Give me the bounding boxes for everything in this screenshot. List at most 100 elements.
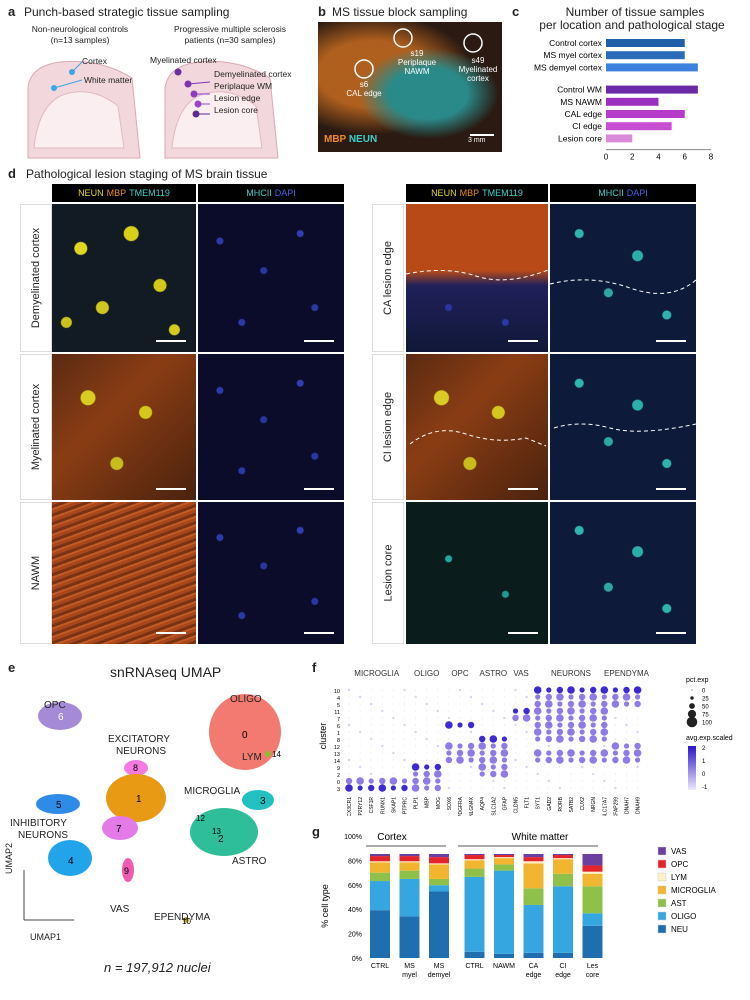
category-label: MS NAWM	[560, 97, 602, 107]
dot	[567, 728, 575, 736]
dot	[535, 715, 541, 721]
dot	[381, 731, 383, 733]
stack-segment	[399, 854, 420, 857]
svg-text:3: 3	[260, 796, 266, 807]
dot	[404, 703, 405, 705]
dot	[411, 763, 420, 771]
dot	[426, 717, 428, 719]
stack-segment	[370, 862, 390, 873]
dot	[481, 710, 483, 712]
dot	[392, 745, 394, 747]
dot	[403, 758, 406, 762]
dot	[437, 696, 439, 698]
dot	[603, 773, 605, 775]
dot	[556, 749, 564, 757]
legend-avg-label: -1	[702, 785, 708, 791]
dot	[526, 689, 528, 691]
stack-segment	[553, 952, 573, 958]
dot	[358, 695, 362, 699]
stack-segment	[582, 913, 603, 926]
label-excitatory-2: NEURONS	[116, 746, 167, 757]
category-label: Control cortex	[549, 38, 603, 48]
dot	[370, 731, 372, 733]
dot	[590, 686, 597, 694]
dot	[348, 703, 350, 705]
dot	[381, 689, 383, 691]
stack-segment	[399, 870, 420, 879]
dot	[546, 708, 552, 714]
label-lesion-core: Lesion core	[214, 105, 258, 115]
dot	[467, 742, 475, 750]
dot	[526, 787, 528, 789]
dot	[622, 756, 631, 764]
dot	[459, 710, 461, 712]
dot	[390, 785, 396, 791]
dot	[425, 702, 428, 706]
dot	[515, 773, 516, 775]
stack-segment	[582, 854, 603, 866]
legend-pct-title: pct.exp	[686, 677, 709, 684]
dot	[545, 700, 553, 708]
micrograph-nawm-neun	[52, 502, 196, 644]
dot	[600, 749, 609, 757]
dot	[545, 756, 552, 764]
dot	[559, 766, 561, 768]
dot	[435, 778, 441, 784]
legend-swatch	[657, 872, 667, 882]
stain-header-right-1: NEUN MBP TMEM119	[406, 184, 548, 202]
label-excitatory: EXCITATORY	[108, 734, 171, 745]
site-s19: s19 Periplaque NAWM	[397, 49, 437, 76]
row-label-ci-lesion-edge: CI lesion edge	[372, 354, 404, 500]
svg-text:13: 13	[212, 827, 221, 836]
dot	[603, 766, 605, 768]
cluster-label: 14	[334, 759, 340, 765]
dot	[535, 757, 541, 763]
stack-segment	[523, 861, 544, 864]
legend-swatch	[657, 898, 667, 908]
dot	[358, 730, 362, 734]
dot	[426, 710, 428, 712]
dot	[614, 731, 616, 733]
dot	[357, 785, 363, 791]
dot	[347, 688, 351, 692]
stack-segment	[523, 863, 544, 889]
cluster-label: 6	[337, 724, 340, 730]
dot	[567, 749, 575, 757]
cluster-label: 2	[337, 773, 340, 779]
label-inhibitory: INHIBITORY	[10, 818, 67, 829]
dot	[424, 785, 430, 791]
cluster-label: 11	[334, 710, 340, 716]
dot	[512, 708, 519, 714]
dot	[581, 780, 583, 782]
dot	[601, 757, 607, 763]
dot	[426, 696, 428, 698]
dot	[426, 731, 428, 733]
dot	[448, 731, 450, 733]
dot	[370, 724, 372, 726]
micrograph-ci-edge-neun	[406, 354, 548, 500]
dot	[492, 779, 495, 783]
row-label-lesion-core: Lesion core	[372, 502, 404, 644]
dot	[601, 715, 607, 721]
dot	[481, 731, 483, 733]
svg-text:12: 12	[196, 814, 205, 823]
stack-segment	[399, 862, 420, 871]
dot	[437, 689, 439, 691]
stack-segment	[429, 864, 449, 879]
site-s6: s6 CAL edge	[346, 80, 382, 98]
dot	[503, 696, 505, 698]
legend-label: NEU	[671, 925, 688, 934]
label-astro: ASTRO	[232, 856, 267, 867]
brain-schematics	[27, 60, 279, 159]
dot	[392, 751, 395, 755]
panel-title-1: Number of tissue samples	[565, 5, 705, 19]
dot	[359, 710, 361, 712]
dot	[545, 714, 552, 722]
dot	[500, 749, 509, 757]
stain-header-left-2: MHCII DAPI	[198, 184, 344, 202]
dot	[404, 752, 405, 754]
dot	[490, 770, 497, 778]
category-label: MS	[404, 963, 415, 970]
dot	[601, 721, 608, 729]
dot	[492, 731, 494, 733]
